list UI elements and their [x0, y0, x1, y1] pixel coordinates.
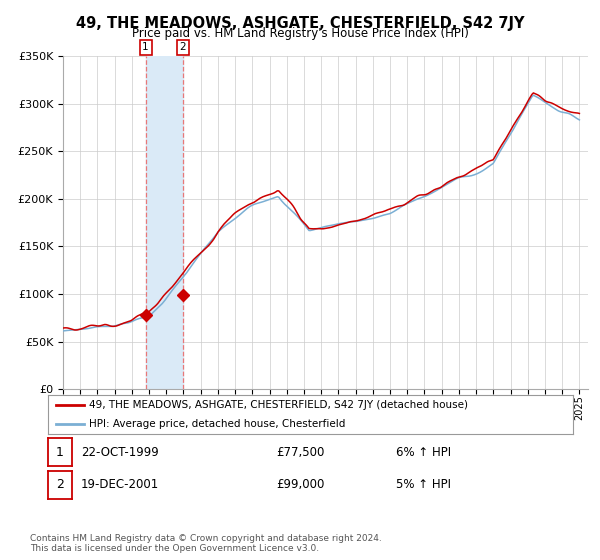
- Text: HPI: Average price, detached house, Chesterfield: HPI: Average price, detached house, Ches…: [89, 419, 346, 429]
- Text: £77,500: £77,500: [276, 446, 325, 459]
- Text: Price paid vs. HM Land Registry's House Price Index (HPI): Price paid vs. HM Land Registry's House …: [131, 27, 469, 40]
- Text: 22-OCT-1999: 22-OCT-1999: [81, 446, 159, 459]
- Text: £99,000: £99,000: [276, 478, 325, 492]
- Text: 6% ↑ HPI: 6% ↑ HPI: [396, 446, 451, 459]
- Text: 49, THE MEADOWS, ASHGATE, CHESTERFIELD, S42 7JY: 49, THE MEADOWS, ASHGATE, CHESTERFIELD, …: [76, 16, 524, 31]
- Text: 19-DEC-2001: 19-DEC-2001: [81, 478, 159, 492]
- Text: 49, THE MEADOWS, ASHGATE, CHESTERFIELD, S42 7JY (detached house): 49, THE MEADOWS, ASHGATE, CHESTERFIELD, …: [89, 400, 468, 409]
- Text: 2: 2: [56, 478, 64, 492]
- Text: 5% ↑ HPI: 5% ↑ HPI: [396, 478, 451, 492]
- Text: 2: 2: [179, 42, 186, 52]
- Bar: [146, 56, 183, 389]
- Text: Contains HM Land Registry data © Crown copyright and database right 2024.
This d: Contains HM Land Registry data © Crown c…: [30, 534, 382, 553]
- Text: 1: 1: [56, 446, 64, 459]
- Text: 1: 1: [142, 42, 149, 52]
